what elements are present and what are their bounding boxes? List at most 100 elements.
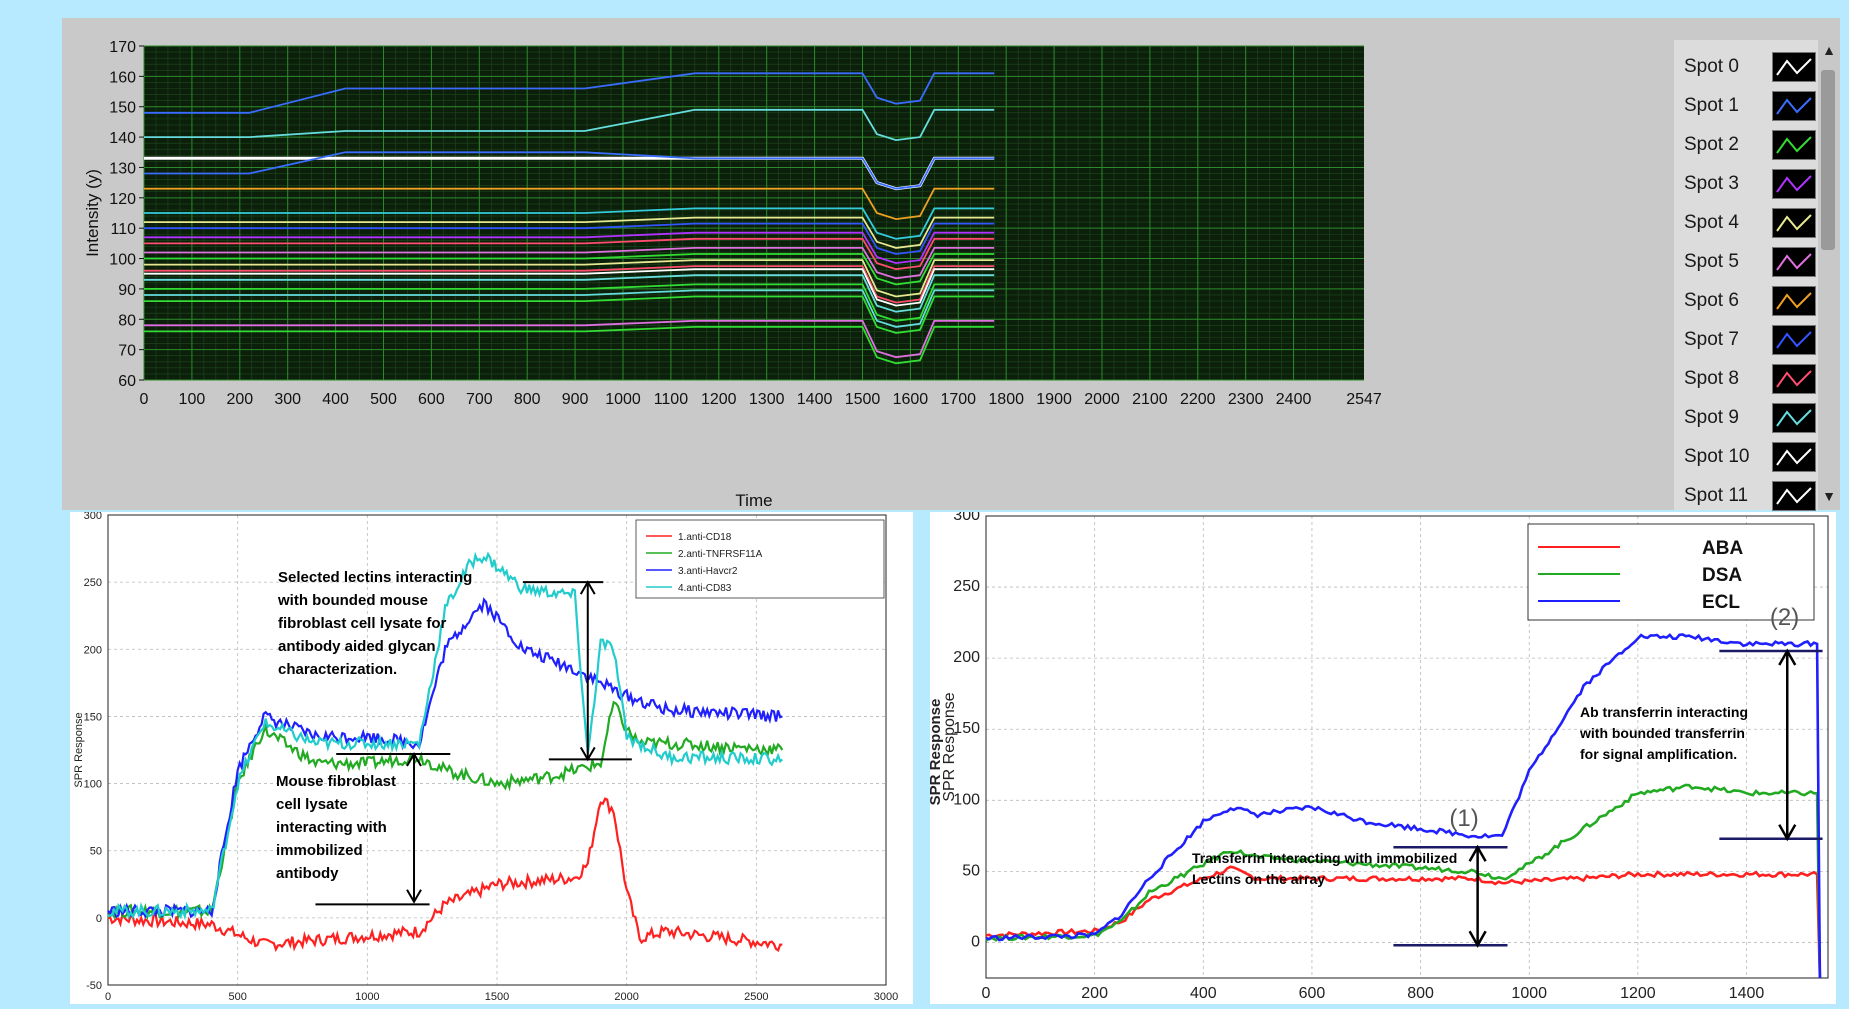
legend-item[interactable]: Spot 3 [1684, 169, 1824, 199]
x-tick-label: 1500 [845, 391, 881, 408]
annotation-transferrin-lectins: Transferrin interacting with immobilized… [1192, 848, 1457, 890]
x-tick-label: 600 [418, 391, 445, 408]
zigzag-icon [1776, 448, 1812, 466]
legend-swatch [1772, 91, 1816, 121]
x-axis-label: Time [735, 491, 772, 510]
y-tick-label: 200 [953, 649, 980, 666]
series-line [144, 274, 995, 313]
legend-swatch [1772, 169, 1816, 199]
y-tick-label: 90 [118, 282, 136, 299]
series-line [106, 700, 784, 921]
zigzag-icon [1776, 58, 1812, 76]
legend-swatch [1772, 325, 1816, 355]
legend-item[interactable]: Spot 0 [1684, 52, 1824, 82]
zigzag-icon [1776, 136, 1812, 154]
x-tick-label: 0 [982, 985, 991, 1002]
x-tick-label: 0 [105, 991, 111, 1003]
legend-swatch [1772, 247, 1816, 277]
plot-frame [985, 515, 1829, 979]
x-tick-label: 1300 [749, 391, 785, 408]
legend-item[interactable]: Spot 10 [1684, 442, 1824, 472]
x-tick-label: 1900 [1036, 391, 1072, 408]
y-axis-label: SPR Response [941, 692, 958, 801]
legend-item[interactable]: Spot 6 [1684, 286, 1824, 316]
x-tick-label: 1000 [1511, 985, 1547, 1002]
y-tick-label: 200 [84, 644, 102, 656]
legend-label: Spot 5 [1684, 251, 1739, 272]
legend-label: Spot 7 [1684, 329, 1739, 350]
x-tick-label: 600 [1299, 985, 1326, 1002]
zigzag-icon [1776, 97, 1812, 115]
legend-item[interactable]: Spot 5 [1684, 247, 1824, 277]
scroll-up-arrow-icon[interactable]: ▲ [1822, 42, 1836, 58]
y-tick-label: 0 [971, 933, 980, 950]
legend-label: 2.anti-TNFRSF11A [678, 549, 763, 560]
legend-label: ABA [1702, 538, 1743, 559]
legend-scrollbar[interactable]: ▲ ▼ [1818, 40, 1840, 510]
zigzag-icon [1776, 253, 1812, 271]
series-line [144, 216, 995, 249]
arrow-head-icon [406, 889, 422, 904]
scroll-thumb[interactable] [1821, 70, 1835, 250]
series-line [144, 72, 995, 114]
legend-swatch [1772, 481, 1816, 511]
legend-label: Spot 10 [1684, 446, 1750, 467]
x-tick-label: 1500 [485, 991, 509, 1003]
legend-frame [1527, 523, 1815, 621]
legend-swatch [1772, 52, 1816, 82]
annotation-line: for signal amplification. [1580, 746, 1738, 762]
x-tick-label: 1000 [605, 391, 641, 408]
annotation-ab-transferrin: Ab transferrin interacting with bounded … [1580, 702, 1748, 765]
series-line [144, 268, 995, 307]
zigzag-icon [1776, 370, 1812, 388]
legend-item[interactable]: Spot 11 [1684, 481, 1824, 511]
legend-label: 1.anti-CD18 [678, 532, 732, 543]
top-chart-panel: 170 160 150 140 130 120 110 100 90 80 70 60 0 100 200 3… [62, 18, 1840, 511]
series-line [985, 865, 1822, 979]
legend-label: Spot 9 [1684, 407, 1739, 428]
x-tick-label: 1400 [797, 391, 833, 408]
x-tick-label: 1200 [701, 391, 737, 408]
series-line [144, 283, 995, 322]
legend-label: Spot 3 [1684, 173, 1739, 194]
x-tick-label: 1700 [940, 391, 976, 408]
legend-item[interactable]: Spot 4 [1684, 208, 1824, 238]
x-tick-label: 500 [370, 391, 397, 408]
x-tick-label: 800 [1407, 985, 1434, 1002]
annotation-line: with bounded mouse [278, 592, 428, 609]
x-tick-label: 2500 [744, 991, 768, 1003]
x-tick-label: 300 [274, 391, 301, 408]
marker-label-2: (2) [1770, 604, 1799, 631]
y-tick-label: 50 [90, 846, 102, 858]
legend-item[interactable]: Spot 7 [1684, 325, 1824, 355]
y-tick-label: 300 [84, 512, 102, 522]
x-tick-label: 1800 [988, 391, 1024, 408]
y-tick-label: 50 [962, 862, 980, 879]
series-line [985, 633, 1822, 979]
y-tick-label: 130 [109, 160, 136, 177]
legend-swatch [1772, 286, 1816, 316]
legend-label: Spot 0 [1684, 56, 1739, 77]
series-line [144, 231, 995, 265]
legend-item[interactable]: Spot 1 [1684, 91, 1824, 121]
scroll-down-arrow-icon[interactable]: ▼ [1822, 488, 1836, 504]
y-tick-label: 160 [109, 69, 136, 86]
zigzag-icon [1776, 175, 1812, 193]
legend-swatch [1772, 442, 1816, 472]
legend-swatch [1772, 364, 1816, 394]
legend-item[interactable]: Spot 8 [1684, 364, 1824, 394]
annotation-line: characterization. [278, 661, 398, 678]
x-tick-label: 900 [562, 391, 589, 408]
y-tick-label: 100 [84, 779, 102, 791]
arrow-head-icon [1468, 844, 1487, 862]
legend-label: Spot 4 [1684, 212, 1739, 233]
annotation-line: Lectins on the array [1192, 871, 1326, 887]
legend-swatch [1772, 208, 1816, 238]
legend-item[interactable]: Spot 9 [1684, 403, 1824, 433]
y-tick-label: 250 [953, 578, 980, 595]
legend-item[interactable]: Spot 2 [1684, 130, 1824, 160]
legend-label: 3.anti-Havcr2 [678, 566, 738, 577]
spot-legend: Spot 0 Spot 1 Spot 2 Spot 3 Spot 4 Spot 5 Spot… [1674, 40, 1840, 511]
series-line [144, 237, 995, 271]
arrow-head-icon [406, 752, 422, 767]
